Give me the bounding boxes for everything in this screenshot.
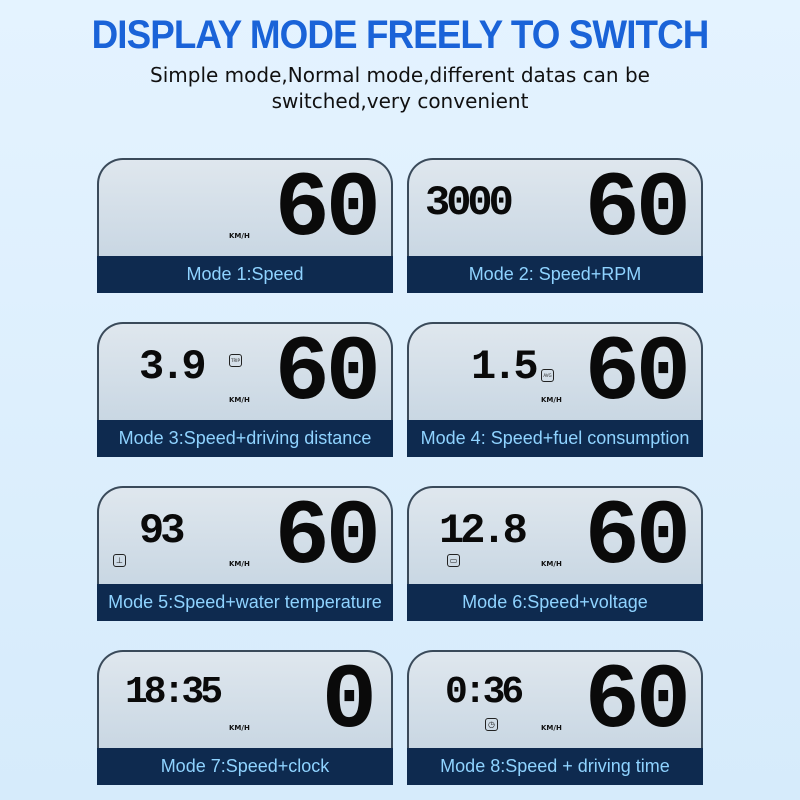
speed-readout: 60 — [274, 321, 381, 426]
mode-panel-7: 18:35 KM/H 0 Mode 7:Speed+clock — [97, 650, 393, 785]
mode-panel-2: 3000 60 Mode 2: Speed+RPM — [407, 158, 703, 293]
hud-screen: 3000 60 — [407, 158, 703, 256]
speed-readout: 60 — [584, 321, 691, 426]
mode-label: Mode 5:Speed+water temperature — [97, 584, 393, 621]
speed-readout: 60 — [274, 485, 381, 590]
hud-screen: 1.5 AVG KM/H 60 — [407, 322, 703, 420]
timer-icon: ◷ — [485, 718, 498, 731]
mode-label: Mode 4: Speed+fuel consumption — [407, 420, 703, 457]
mode-label: Mode 1:Speed — [97, 256, 393, 293]
hud-screen: 0:36 ◷ KM/H 60 — [407, 650, 703, 748]
unit-label: KM/H — [229, 396, 250, 404]
unit-label: KM/H — [229, 560, 250, 568]
unit-label: KM/H — [229, 724, 250, 732]
mode-label: Mode 2: Speed+RPM — [407, 256, 703, 293]
mode-label: Mode 3:Speed+driving distance — [97, 420, 393, 457]
fuel-readout: 1.5 — [471, 343, 539, 391]
mode-panel-3: 3.9 TRIP KM/H 60 Mode 3:Speed+driving di… — [97, 322, 393, 457]
speed-readout: 0 — [321, 649, 377, 754]
unit-label: KM/H — [541, 560, 562, 568]
unit-label: KM/H — [229, 232, 250, 240]
mode-label: Mode 7:Speed+clock — [97, 748, 393, 785]
distance-readout: 3.9 — [139, 343, 207, 391]
hud-screen: KM/H 60 — [97, 158, 393, 256]
driving-time-readout: 0:36 — [445, 671, 524, 714]
mode-panel-4: 1.5 AVG KM/H 60 Mode 4: Speed+fuel consu… — [407, 322, 703, 457]
speed-readout: 60 — [584, 649, 691, 754]
battery-icon: ▭ — [447, 554, 460, 567]
hud-screen: 12.8 ▭ KM/H 60 — [407, 486, 703, 584]
hud-screen: 3.9 TRIP KM/H 60 — [97, 322, 393, 420]
page-subtitle: Simple mode,Normal mode,different datas … — [150, 63, 650, 113]
mode-panel-8: 0:36 ◷ KM/H 60 Mode 8:Speed + driving ti… — [407, 650, 703, 785]
speed-readout: 60 — [584, 485, 691, 590]
speed-readout: 60 — [584, 157, 691, 262]
water-temp-readout: 93 — [139, 507, 185, 555]
mode-label: Mode 6:Speed+voltage — [407, 584, 703, 621]
clock-readout: 18:35 — [125, 671, 223, 714]
rpm-readout: 3000 — [425, 179, 514, 227]
hud-screen: 18:35 KM/H 0 — [97, 650, 393, 748]
page-title: DISPLAY MODE FREELY TO SWITCH — [91, 13, 710, 57]
unit-label: KM/H — [541, 724, 562, 732]
mode-label: Mode 8:Speed + driving time — [407, 748, 703, 785]
thermometer-icon: ⊥ — [113, 554, 126, 567]
mode-panel-6: 12.8 ▭ KM/H 60 Mode 6:Speed+voltage — [407, 486, 703, 621]
mode-panel-1: KM/H 60 Mode 1:Speed — [97, 158, 393, 293]
hud-screen: 93 ⊥ KM/H 60 — [97, 486, 393, 584]
speed-readout: 60 — [274, 157, 381, 262]
voltage-readout: 12.8 — [439, 507, 528, 555]
avg-icon: AVG — [541, 369, 554, 382]
mode-panel-5: 93 ⊥ KM/H 60 Mode 5:Speed+water temperat… — [97, 486, 393, 621]
unit-label: KM/H — [541, 396, 562, 404]
trip-icon: TRIP — [229, 354, 242, 367]
